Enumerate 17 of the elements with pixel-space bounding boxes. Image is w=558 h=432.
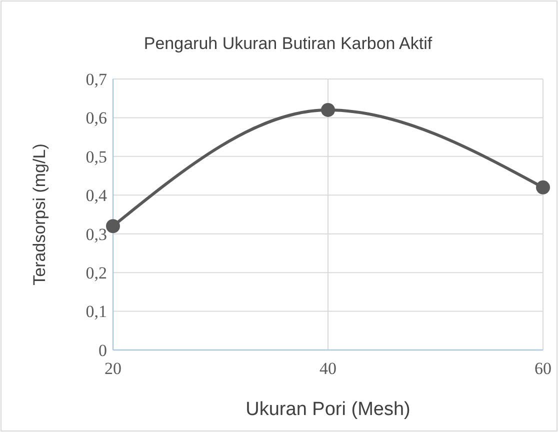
y-tick-label: 0,2 — [86, 264, 107, 283]
y-tick-label: 0,5 — [86, 147, 107, 166]
y-tick-label: 0,4 — [86, 186, 108, 206]
point — [106, 219, 120, 234]
y-axis-title: Teradsorpsi (mg/L) — [30, 144, 49, 286]
chart-title: Pengaruh Ukuran Butiran Karbon Aktif — [144, 34, 432, 53]
point — [536, 180, 550, 194]
x-tick-label: 20 — [104, 359, 122, 378]
point — [321, 102, 335, 117]
y-tick-label: 0 — [98, 340, 107, 360]
y-tick-label: 0,1 — [86, 302, 107, 322]
y-tick-label: 0,6 — [86, 108, 107, 128]
y-tick-label: 0,7 — [86, 70, 108, 89]
x-axis-title: Ukuran Pori (Mesh) — [246, 399, 410, 420]
y-tick-label: 0,3 — [86, 224, 107, 244]
x-tick-label: 40 — [320, 359, 336, 378]
x-tick-label: 60 — [534, 359, 552, 378]
